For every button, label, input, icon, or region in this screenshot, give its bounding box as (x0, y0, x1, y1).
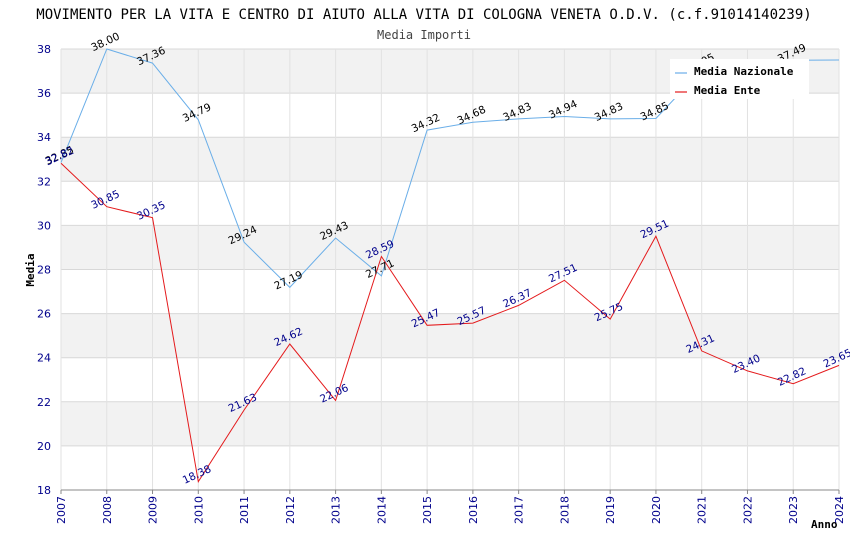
x-tick-label: 2009 (147, 496, 160, 524)
x-tick-label: 2019 (604, 496, 617, 524)
plot-bands (61, 49, 839, 490)
legend: Media Nazionale Media Ente (670, 59, 809, 99)
x-tick-label: 2010 (192, 496, 205, 524)
y-tick-label: 20 (37, 440, 51, 453)
y-tick-label: 28 (37, 264, 51, 277)
x-tick-label: 2007 (55, 496, 68, 524)
series-line-media-ente (60, 162, 840, 483)
x-tick-label: 2014 (375, 496, 388, 524)
x-tick-label: 2022 (741, 496, 754, 524)
y-tick-label: 22 (37, 396, 51, 409)
x-tick-label: 2016 (467, 496, 480, 524)
x-tick-label: 2024 (833, 496, 846, 524)
plot-band (61, 269, 839, 314)
y-tick-label: 36 (37, 87, 51, 100)
plot-band (61, 445, 839, 490)
y-axis-ticks: 18 20 22 24 26 28 30 32 34 36 38 (37, 43, 51, 497)
y-tick-label: 24 (37, 352, 51, 365)
plot-band (61, 225, 839, 270)
plot-band (61, 93, 839, 138)
legend-label-media-ente: Media Ente (694, 84, 761, 97)
x-tick-label: 2013 (330, 496, 343, 524)
x-tick-label: 2015 (421, 496, 434, 524)
plot-band (61, 357, 839, 402)
legend-box (670, 59, 809, 99)
legend-label-media-nazionale: Media Nazionale (694, 65, 794, 78)
y-tick-label: 30 (37, 219, 51, 232)
x-axis-label: Anno (811, 518, 838, 531)
x-tick-label: 2017 (513, 496, 526, 524)
chart-title: MOVIMENTO PER LA VITA E CENTRO DI AIUTO … (36, 7, 811, 23)
x-tick-label: 2023 (787, 496, 800, 524)
y-tick-label: 32 (37, 175, 51, 188)
chart-subtitle: Media Importi (377, 28, 471, 42)
plot-band (61, 401, 839, 446)
y-tick-label: 18 (37, 484, 51, 497)
x-tick-label: 2012 (284, 496, 297, 524)
x-axis-ticks: 2007 2008 2009 2010 2011 2012 2013 2014 2015 2016… (55, 496, 846, 524)
x-tick-label: 2021 (696, 496, 709, 524)
y-axis-label: Media (24, 253, 37, 286)
x-tick-label: 2008 (101, 496, 114, 524)
gridlines (60, 48, 840, 494)
y-tick-label: 26 (37, 308, 51, 321)
x-tick-label: 2018 (558, 496, 571, 524)
plot-band (61, 181, 839, 226)
plot-band (61, 313, 839, 358)
y-tick-label: 34 (37, 131, 51, 144)
plot-band (61, 137, 839, 182)
x-tick-label: 2011 (238, 496, 251, 524)
x-tick-label: 2020 (650, 496, 663, 524)
y-tick-label: 38 (37, 43, 51, 56)
